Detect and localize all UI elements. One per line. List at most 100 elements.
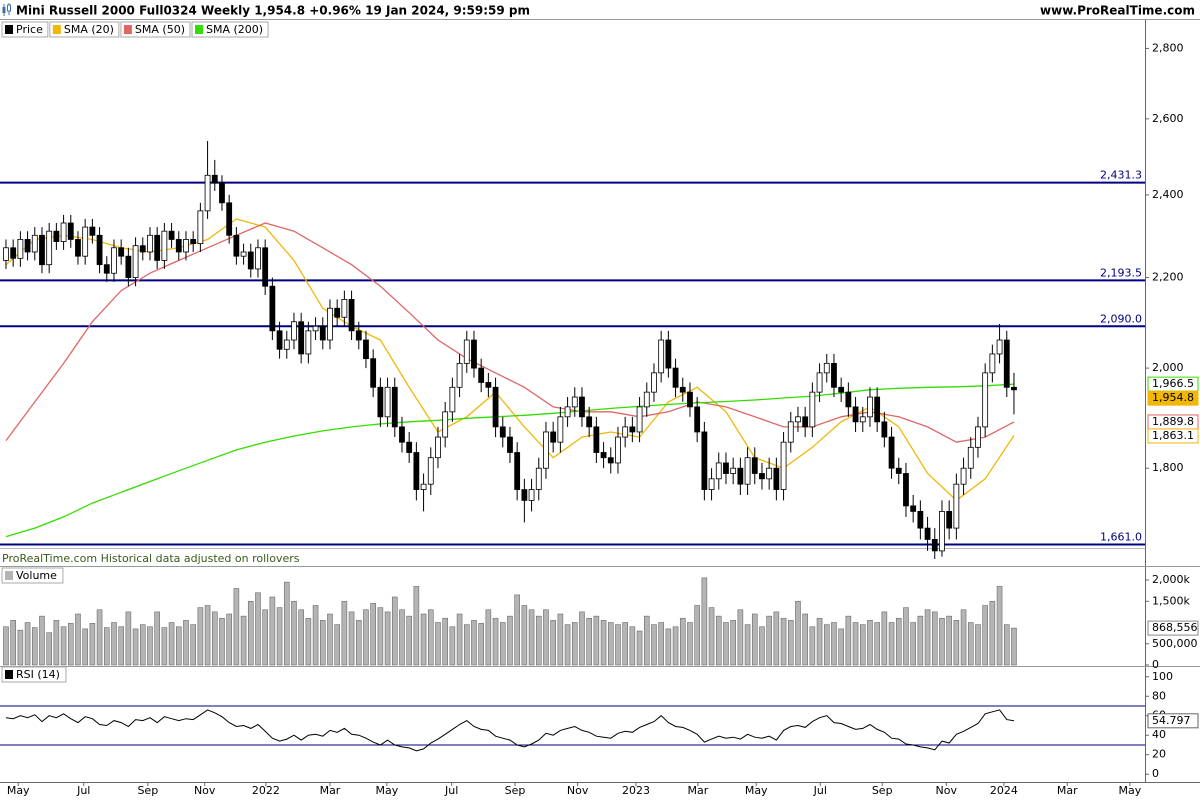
candle-body [795, 416, 801, 423]
volume-bar [348, 611, 355, 666]
candle-body [377, 386, 384, 418]
volume-bar [629, 626, 636, 666]
candle [262, 239, 269, 295]
candle-body [571, 396, 578, 408]
candle [103, 256, 110, 282]
candle-body [751, 457, 758, 474]
volume-bar [881, 611, 888, 666]
volume-bar [442, 617, 448, 666]
x-tick-label: Sep [505, 784, 526, 797]
candle [255, 239, 261, 278]
candle [226, 194, 233, 244]
candle [838, 377, 845, 402]
volume-bar [658, 622, 664, 666]
volume-bar [183, 620, 189, 666]
volume-bar [370, 603, 376, 666]
volume-bar [291, 600, 297, 666]
volume-bar [507, 615, 513, 666]
volume-bar [427, 609, 434, 666]
volume-bar [715, 615, 722, 666]
candle-body [24, 239, 31, 253]
candle-body [859, 416, 866, 423]
candle-body [874, 396, 881, 423]
volume-bar [269, 596, 276, 666]
volume-bar [751, 613, 758, 666]
candle [672, 358, 679, 398]
candle-body [845, 391, 852, 408]
candle-body [867, 396, 873, 418]
candle-body [478, 367, 485, 383]
volume-bar [780, 617, 787, 666]
candle-body [895, 467, 902, 474]
candle [269, 277, 276, 341]
last-value-box [1147, 428, 1199, 444]
volume-bar [391, 596, 398, 666]
candle [420, 473, 427, 512]
candle [658, 330, 665, 383]
legend-swatch [5, 25, 13, 34]
candle-body [154, 234, 161, 261]
x-tick-label: Mar [1057, 784, 1078, 797]
volume-bar [802, 613, 808, 666]
last-value-tag: 1,889.8 [1147, 414, 1199, 430]
candle-body [1003, 339, 1010, 388]
volume-bar [895, 617, 902, 666]
candle [694, 397, 701, 443]
volume-bar [571, 622, 578, 666]
candle-body [881, 421, 888, 438]
candle [744, 447, 751, 495]
volume-bar [89, 623, 96, 666]
volume-bar [931, 611, 938, 666]
candle [651, 363, 657, 402]
candle [442, 401, 449, 448]
candle [139, 237, 146, 261]
candle-body [348, 298, 355, 332]
volume-bar [262, 609, 268, 666]
candle-body [363, 339, 369, 360]
level-label: 2,193.5 [1100, 266, 1142, 279]
x-tick-label: Jul [444, 784, 458, 797]
volume-bar [39, 615, 45, 666]
candle-body [449, 386, 456, 413]
legend-label: SMA (50) [135, 23, 185, 36]
candle-body [715, 462, 722, 480]
volume-bar [154, 611, 160, 666]
candle [341, 290, 348, 327]
header-site[interactable]: www.ProRealTime.com [1040, 4, 1195, 18]
x-tick-label: Sep [137, 784, 158, 797]
volume-bar [485, 609, 492, 666]
candle [679, 377, 686, 402]
candle [384, 377, 391, 427]
last-value-label: 868,556 [1152, 621, 1198, 634]
candle [17, 231, 24, 267]
candle-body [831, 362, 837, 388]
candle-body [391, 386, 398, 428]
candle [867, 387, 873, 427]
candle-body [975, 426, 981, 448]
candle [499, 416, 506, 448]
candle-body [773, 467, 780, 490]
volume-bar [838, 628, 844, 666]
candle-body [658, 339, 665, 374]
candle [845, 382, 852, 417]
volume-bar [384, 611, 391, 666]
candle-body [190, 239, 197, 245]
candle [751, 447, 758, 485]
volume-bar [917, 615, 924, 666]
volume-bar [139, 624, 146, 666]
volume-bar [3, 626, 9, 666]
candle-body [593, 426, 600, 453]
volume-bar [593, 615, 600, 666]
volume-bar [795, 600, 801, 666]
candle-body [823, 362, 830, 374]
volume-bar [831, 622, 837, 666]
candle-body [543, 431, 549, 469]
candle-body [939, 510, 945, 552]
candle-body [219, 182, 225, 204]
candle [629, 416, 636, 443]
candle-body [989, 353, 996, 374]
candle [557, 406, 564, 453]
candle [607, 447, 614, 474]
volume-bar [341, 600, 348, 666]
